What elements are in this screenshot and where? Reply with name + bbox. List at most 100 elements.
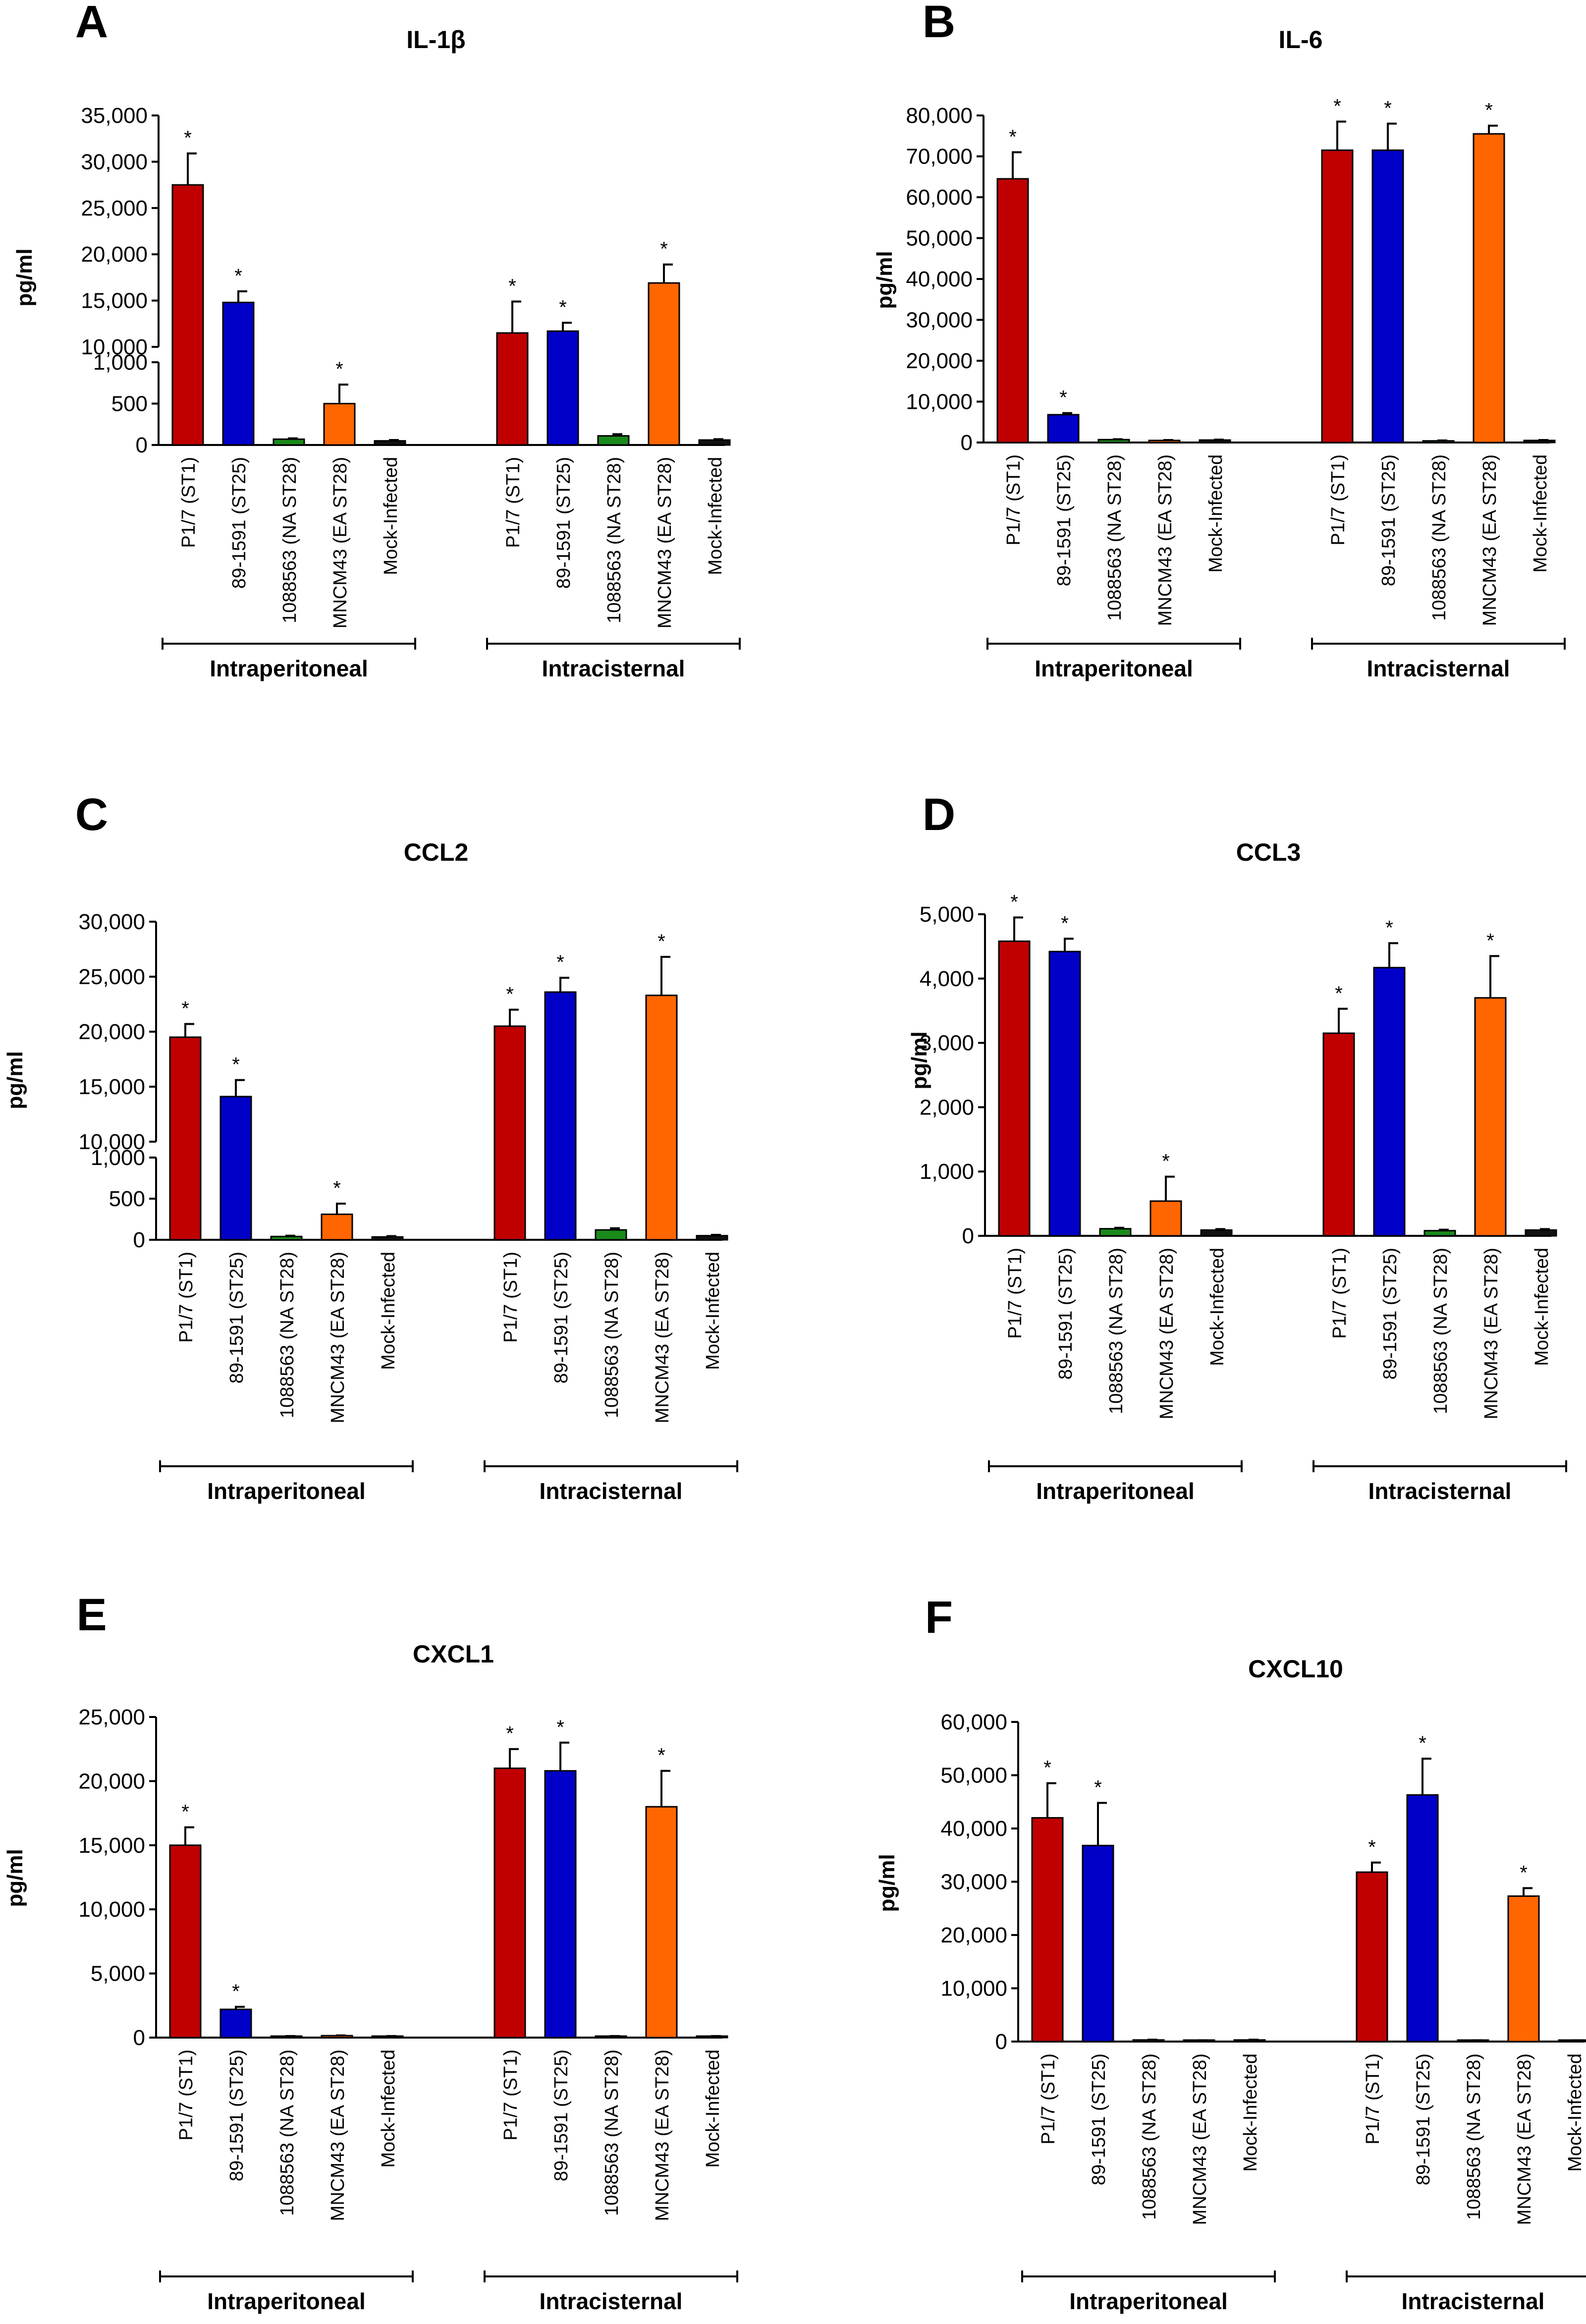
bar-intracisternal-0 [493, 1768, 526, 2039]
bar-intracisternal-0 [1322, 1032, 1355, 1237]
category-label: 1088563 (NA ST28) [604, 457, 625, 623]
category-label: Mock-Infected [1207, 1248, 1228, 1366]
significance-star: * [335, 358, 343, 380]
bar-intraperitoneal-0 [998, 941, 1031, 1237]
category-label: MNCM43 (EA ST28) [1514, 2053, 1535, 2225]
bar-intracisternal-3 [648, 282, 680, 446]
bar-intracisternal-3 [1474, 997, 1507, 1237]
y-axis-label: pg/ml [3, 1849, 27, 1907]
chart-title: CCL2 [404, 838, 469, 866]
y-tick-label: 0 [133, 1228, 145, 1252]
category-label: 89-1591 (ST25) [226, 2049, 247, 2181]
chart-panel-e: E CXCL1 pg/ml 0 5,000 10,000 15,000 20,000 25,00… [3, 1590, 738, 2314]
group-label-intracisternal: Intracisternal [542, 656, 685, 681]
category-label: 89-1591 (ST25) [1055, 1248, 1076, 1380]
category-label: MNCM43 (EA ST28) [1155, 454, 1176, 626]
y-tick-label: 20,000 [81, 242, 148, 267]
category-label: MNCM43 (EA ST28) [330, 457, 351, 628]
group-label-intraperitoneal: Intraperitoneal [1035, 656, 1193, 681]
category-label: MNCM43 (EA ST28) [1481, 1248, 1502, 1419]
y-tick-label: 0 [995, 2030, 1007, 2054]
y-tick-label: 500 [109, 1187, 145, 1211]
category-label: MNCM43 (EA ST28) [328, 2049, 348, 2221]
significance-star: * [1419, 1732, 1426, 1754]
bar-intracisternal-4 [696, 1235, 728, 1241]
category-label: 89-1591 (ST25) [1380, 1248, 1401, 1380]
y-tick-label: 15,000 [78, 1075, 145, 1099]
bar-intracisternal-1 [547, 330, 579, 446]
bar-intracisternal-0 [493, 1025, 526, 1241]
bar-intracisternal-0 [496, 332, 529, 446]
significance-star: * [559, 296, 567, 318]
significance-star: * [1094, 1776, 1102, 1798]
category-label: P1/7 (ST1) [1329, 1248, 1350, 1339]
y-tick-label: 20,000 [906, 349, 973, 373]
bar-intracisternal-1 [544, 991, 577, 1241]
y-tick-label: 35,000 [81, 104, 148, 128]
significance-star: * [234, 265, 242, 287]
category-label: 1088563 (NA ST28) [1106, 1248, 1127, 1414]
category-label: Mock-Infected [1240, 2053, 1261, 2172]
y-tick-label: 10,000 [906, 390, 973, 414]
y-tick-label: 3,000 [920, 1031, 974, 1055]
significance-star: * [1384, 98, 1392, 119]
y-axis-label: pg/ml [12, 248, 37, 306]
bar-intraperitoneal-4 [1200, 1229, 1233, 1237]
y-axis: 10,000 15,000 20,000 25,000 30,000 0 500 1,000 [78, 910, 157, 1252]
bar-intracisternal-0 [1321, 149, 1354, 443]
category-label: P1/7 (ST1) [500, 2049, 521, 2141]
y-tick-label: 30,000 [906, 308, 973, 332]
y-tick-label: 1,000 [93, 350, 148, 375]
y-tick-label: 30,000 [78, 910, 145, 934]
bar-intracisternal-1 [1371, 149, 1404, 443]
category-label: 89-1591 (ST25) [551, 1252, 572, 1383]
bar-intracisternal-3 [645, 1806, 678, 2039]
significance-star: * [1010, 891, 1018, 913]
group-label-intraperitoneal: Intraperitoneal [210, 656, 368, 681]
category-label: 1088563 (NA ST28) [602, 1252, 622, 1418]
category-label: 1088563 (NA ST28) [1139, 2053, 1160, 2220]
y-tick-label: 50,000 [940, 1764, 1007, 1788]
significance-star: * [556, 951, 564, 973]
y-tick-label: 10,000 [81, 335, 148, 359]
y-tick-label: 40,000 [940, 1817, 1007, 1841]
y-axis: 0 10,000 20,000 30,000 40,000 50,000 60,000 70,… [906, 104, 984, 455]
bar-intraperitoneal-1 [1082, 1844, 1114, 2043]
category-label: 89-1591 (ST25) [1378, 454, 1399, 586]
bar-intraperitoneal-4 [371, 1236, 404, 1241]
y-tick-label: 60,000 [940, 1710, 1007, 1734]
category-label: MNCM43 (EA ST28) [1479, 454, 1500, 626]
category-label: P1/7 (ST1) [176, 1252, 197, 1343]
category-label: 1088563 (NA ST28) [277, 1252, 298, 1418]
bar-intracisternal-4 [698, 439, 731, 446]
category-label: 89-1591 (ST25) [229, 457, 250, 589]
bar-intraperitoneal-0 [1031, 1817, 1064, 2043]
y-axis-label: pg/ml [907, 1031, 931, 1089]
significance-star: * [181, 997, 189, 1019]
bar-intracisternal-1 [1373, 967, 1406, 1237]
significance-star: * [660, 238, 668, 260]
y-axis-label: pg/ml [875, 1854, 899, 1912]
y-tick-label: 20,000 [940, 1923, 1007, 1947]
bar-intracisternal-3 [1473, 133, 1505, 443]
y-tick-label: 1,000 [91, 1146, 145, 1170]
y-axis-label: pg/ml [3, 1051, 27, 1109]
y-axis: 0 1,000 2,000 3,000 4,000 5,000 [920, 902, 986, 1248]
category-label: 1088563 (NA ST28) [1430, 1248, 1451, 1414]
bar-intraperitoneal-1 [1047, 414, 1080, 443]
significance-star: * [556, 1716, 564, 1738]
bar-intraperitoneal-1 [219, 1096, 252, 1241]
group-label-intraperitoneal: Intraperitoneal [207, 2288, 366, 2314]
category-label: Mock-Infected [705, 457, 726, 575]
bar-intracisternal-2 [597, 435, 630, 446]
category-label: P1/7 (ST1) [1005, 1248, 1026, 1339]
significance-star: * [657, 1745, 665, 1767]
bar-intracisternal-3 [645, 995, 678, 1241]
y-tick-label: 5,000 [91, 1962, 145, 1986]
y-tick-label: 10,000 [78, 1897, 145, 1922]
panel-letter: C [75, 789, 108, 840]
chart-panel-f: F CXCL10 pg/ml 0 10,000 20,000 30,000 40,000 50,… [875, 1592, 1586, 2314]
significance-star: * [506, 984, 514, 1005]
bar-intraperitoneal-3 [321, 1214, 353, 1241]
significance-star: * [232, 1981, 240, 2002]
